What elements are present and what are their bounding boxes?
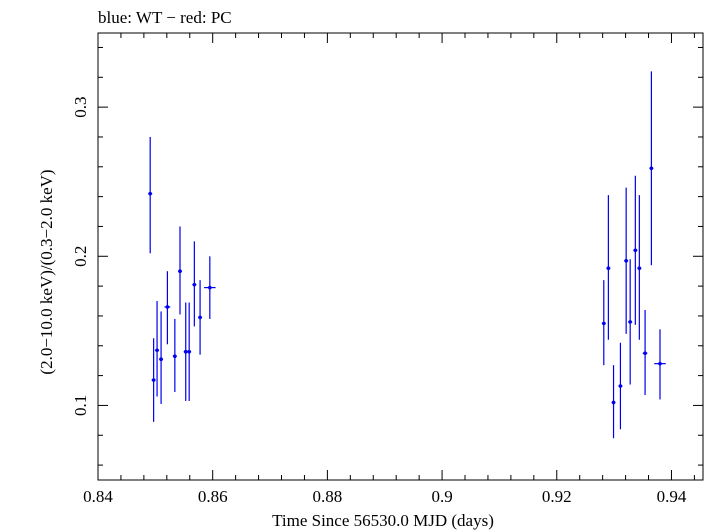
point-marker <box>151 378 156 382</box>
data-point <box>164 271 171 345</box>
point-marker <box>618 384 623 388</box>
point-marker <box>173 354 177 359</box>
data-point <box>633 175 638 325</box>
axis-ticks: 0.84 0.86 0.88 0.9 0.92 0.94 0.1 0.2 0.3 <box>71 33 703 506</box>
data-point <box>159 311 164 404</box>
data-point <box>601 280 606 366</box>
point-marker <box>148 191 152 196</box>
point-marker <box>601 321 606 326</box>
data-point <box>178 226 183 315</box>
plot-frame <box>97 32 704 481</box>
point-marker <box>155 348 159 353</box>
point-marker <box>165 305 170 309</box>
point-marker <box>633 248 638 253</box>
point-marker <box>159 357 163 361</box>
point-marker <box>624 258 628 263</box>
chart-title: blue: WT − red: PC <box>98 8 232 27</box>
data-point <box>637 195 642 340</box>
data-point <box>183 302 188 401</box>
point-marker <box>183 349 188 354</box>
data-point <box>606 195 611 340</box>
x-axis-label: Time Since 56530.0 MJD (days) <box>272 511 494 530</box>
x-tick-label: 0.9 <box>431 487 452 506</box>
point-marker <box>192 282 197 287</box>
point-marker <box>658 361 662 366</box>
point-marker <box>198 315 202 320</box>
x-tick-label: 0.94 <box>657 487 687 506</box>
data-point <box>624 187 629 334</box>
data-point <box>628 259 633 385</box>
data-point <box>148 136 153 254</box>
data-point <box>649 71 654 266</box>
point-marker <box>178 269 182 273</box>
y-tick-label: 0.2 <box>71 246 90 267</box>
point-marker <box>611 400 616 405</box>
y-tick-label: 0.1 <box>71 395 90 416</box>
data-point <box>618 342 623 430</box>
data-point <box>654 329 666 400</box>
x-tick-label: 0.86 <box>198 487 228 506</box>
point-marker <box>643 351 647 356</box>
point-marker <box>187 349 191 354</box>
y-axis-label: (2.0−10.0 keV)/(0.3−2.0 keV) <box>37 169 56 374</box>
point-marker <box>637 266 642 271</box>
point-marker <box>649 166 654 171</box>
data-point <box>155 301 160 397</box>
data-point <box>611 365 616 439</box>
data-points <box>148 71 666 439</box>
point-marker <box>606 266 611 271</box>
data-point <box>642 309 648 395</box>
data-point <box>187 302 192 401</box>
x-tick-label: 0.92 <box>542 487 572 506</box>
data-point <box>198 280 203 355</box>
data-point <box>151 338 156 422</box>
data-point <box>204 256 216 319</box>
y-tick-label: 0.3 <box>71 97 90 118</box>
x-tick-label: 0.84 <box>83 487 113 506</box>
point-marker <box>628 320 632 324</box>
point-marker <box>208 285 212 290</box>
x-tick-label: 0.88 <box>313 487 343 506</box>
data-point <box>172 318 177 393</box>
data-point <box>192 241 197 327</box>
